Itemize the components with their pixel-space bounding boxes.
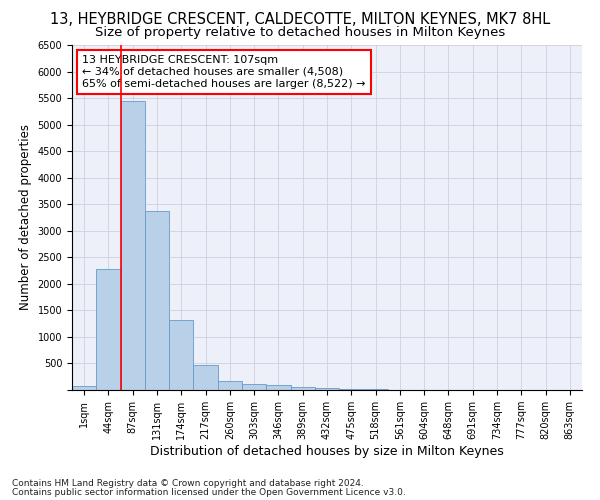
Bar <box>242 384 266 390</box>
Text: Size of property relative to detached houses in Milton Keynes: Size of property relative to detached ho… <box>95 26 505 39</box>
Bar <box>290 387 315 390</box>
Text: 13, HEYBRIDGE CRESCENT, CALDECOTTE, MILTON KEYNES, MK7 8HL: 13, HEYBRIDGE CRESCENT, CALDECOTTE, MILT… <box>50 12 550 28</box>
Bar <box>339 389 364 390</box>
Bar <box>145 210 169 390</box>
Text: Contains public sector information licensed under the Open Government Licence v3: Contains public sector information licen… <box>12 488 406 497</box>
Y-axis label: Number of detached properties: Number of detached properties <box>19 124 32 310</box>
Bar <box>193 364 218 390</box>
Bar <box>218 380 242 390</box>
Bar <box>96 269 121 390</box>
Bar <box>72 386 96 390</box>
X-axis label: Distribution of detached houses by size in Milton Keynes: Distribution of detached houses by size … <box>150 445 504 458</box>
Bar <box>169 320 193 390</box>
Bar <box>266 386 290 390</box>
Bar <box>121 100 145 390</box>
Bar <box>315 388 339 390</box>
Text: 13 HEYBRIDGE CRESCENT: 107sqm
← 34% of detached houses are smaller (4,508)
65% o: 13 HEYBRIDGE CRESCENT: 107sqm ← 34% of d… <box>82 56 366 88</box>
Text: Contains HM Land Registry data © Crown copyright and database right 2024.: Contains HM Land Registry data © Crown c… <box>12 479 364 488</box>
